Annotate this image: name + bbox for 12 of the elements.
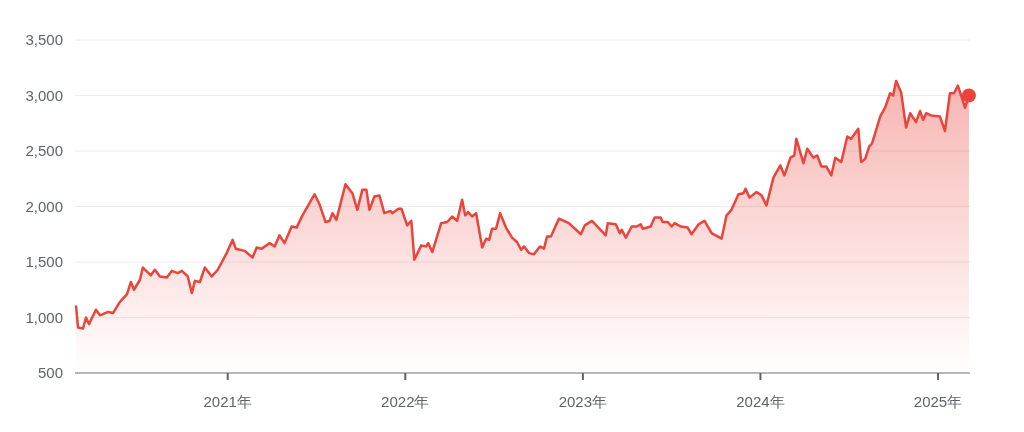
x-tick-label: 2025年 [913, 393, 963, 410]
x-tick-label: 2024年 [736, 393, 785, 410]
y-tick-label: 500 [37, 364, 63, 381]
y-tick-label: 2,500 [25, 142, 63, 159]
y-tick-label: 2,000 [25, 197, 63, 215]
x-tick-label: 2022年 [381, 393, 430, 410]
y-tick-label: 1,500 [25, 253, 63, 270]
x-tick-label: 2023年 [558, 393, 608, 410]
y-tick-label: 3,500 [25, 31, 63, 48]
y-tick-label: 1,000 [25, 308, 63, 326]
x-tick-label: 2021年 [203, 393, 252, 410]
y-tick-label: 3,000 [25, 86, 63, 104]
